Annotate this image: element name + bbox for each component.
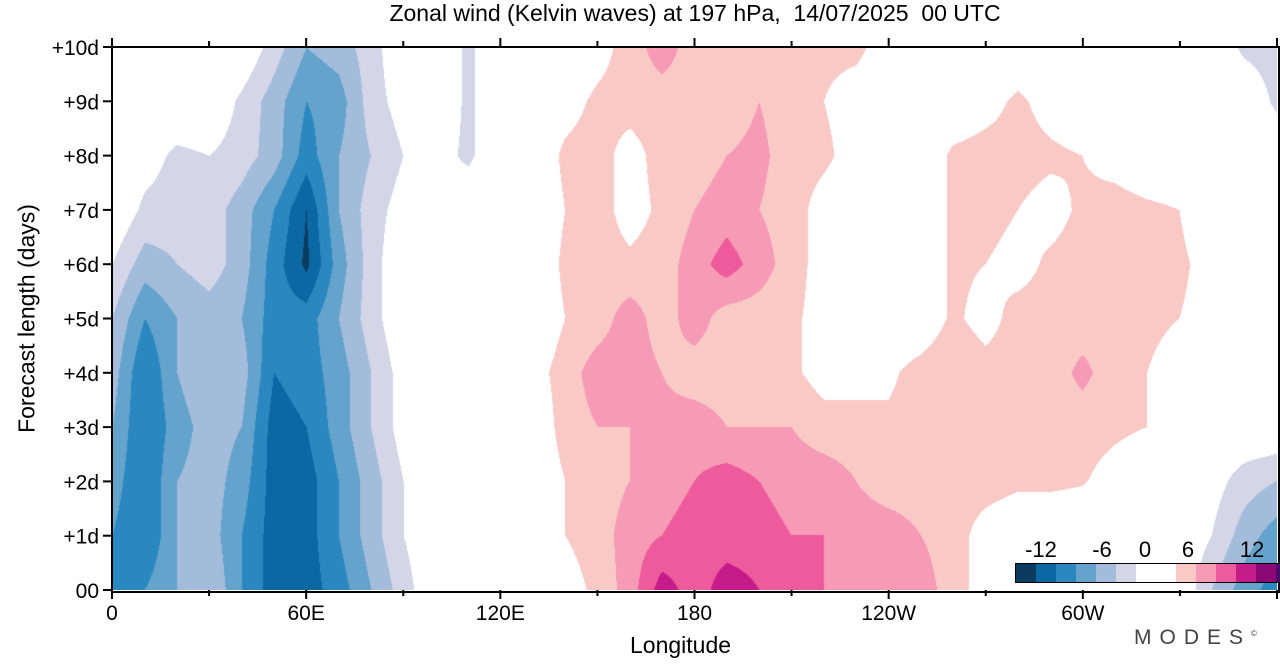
colorbar bbox=[1015, 563, 1280, 583]
colorbar-swatch bbox=[1096, 564, 1116, 582]
colorbar-swatch bbox=[1116, 564, 1136, 582]
y-tick-label: +7d bbox=[63, 200, 99, 223]
colorbar-label: -12 bbox=[1025, 537, 1057, 562]
y-tick-label: +5d bbox=[63, 309, 99, 332]
colorbar-swatch bbox=[1136, 564, 1176, 582]
y-tick-label: +2d bbox=[63, 471, 99, 494]
colorbar-swatch bbox=[1076, 564, 1096, 582]
chart-title: Zonal wind (Kelvin waves) at 197 hPa, 14… bbox=[389, 0, 1001, 26]
colorbar-label: 6 bbox=[1181, 537, 1195, 562]
colorbar-swatch bbox=[1236, 564, 1256, 582]
x-tick-label: 60W bbox=[1061, 602, 1104, 625]
y-axis-label: Forecast length (days) bbox=[13, 204, 40, 433]
modes-logo: MODES© bbox=[1134, 626, 1257, 649]
y-tick-label: +8d bbox=[63, 146, 99, 169]
colorbar-swatch bbox=[1176, 564, 1196, 582]
colorbar-swatch bbox=[1016, 564, 1036, 582]
wind-contour-field bbox=[112, 47, 1277, 590]
colorbar-swatch bbox=[1276, 564, 1280, 582]
colorbar-swatch bbox=[1216, 564, 1236, 582]
y-tick-label: +9d bbox=[63, 91, 99, 114]
x-tick-label: 60E bbox=[287, 602, 324, 625]
x-tick-label: 120E bbox=[476, 602, 525, 625]
x-axis-label: Longitude bbox=[630, 632, 732, 658]
y-tick-label: +3d bbox=[63, 417, 99, 440]
colorbar-label: 0 bbox=[1138, 537, 1152, 562]
colorbar-label: 12 bbox=[1239, 537, 1265, 562]
y-tick-label: 00 bbox=[76, 580, 99, 603]
colorbar-label: -6 bbox=[1092, 537, 1112, 562]
y-tick-label: +4d bbox=[63, 363, 99, 386]
plot-area bbox=[112, 47, 1277, 590]
y-tick-label: +1d bbox=[63, 526, 99, 549]
colorbar-swatch bbox=[1256, 564, 1276, 582]
x-tick-label: 0 bbox=[106, 602, 118, 625]
colorbar-swatch bbox=[1056, 564, 1076, 582]
x-tick-label: 180 bbox=[677, 602, 712, 625]
x-tick-label: 120W bbox=[861, 602, 916, 625]
logo-text: MODES bbox=[1134, 626, 1252, 649]
y-tick-label: +10d bbox=[52, 37, 99, 60]
y-tick-label: +6d bbox=[63, 254, 99, 277]
colorbar-swatch bbox=[1196, 564, 1216, 582]
colorbar-swatch bbox=[1036, 564, 1056, 582]
